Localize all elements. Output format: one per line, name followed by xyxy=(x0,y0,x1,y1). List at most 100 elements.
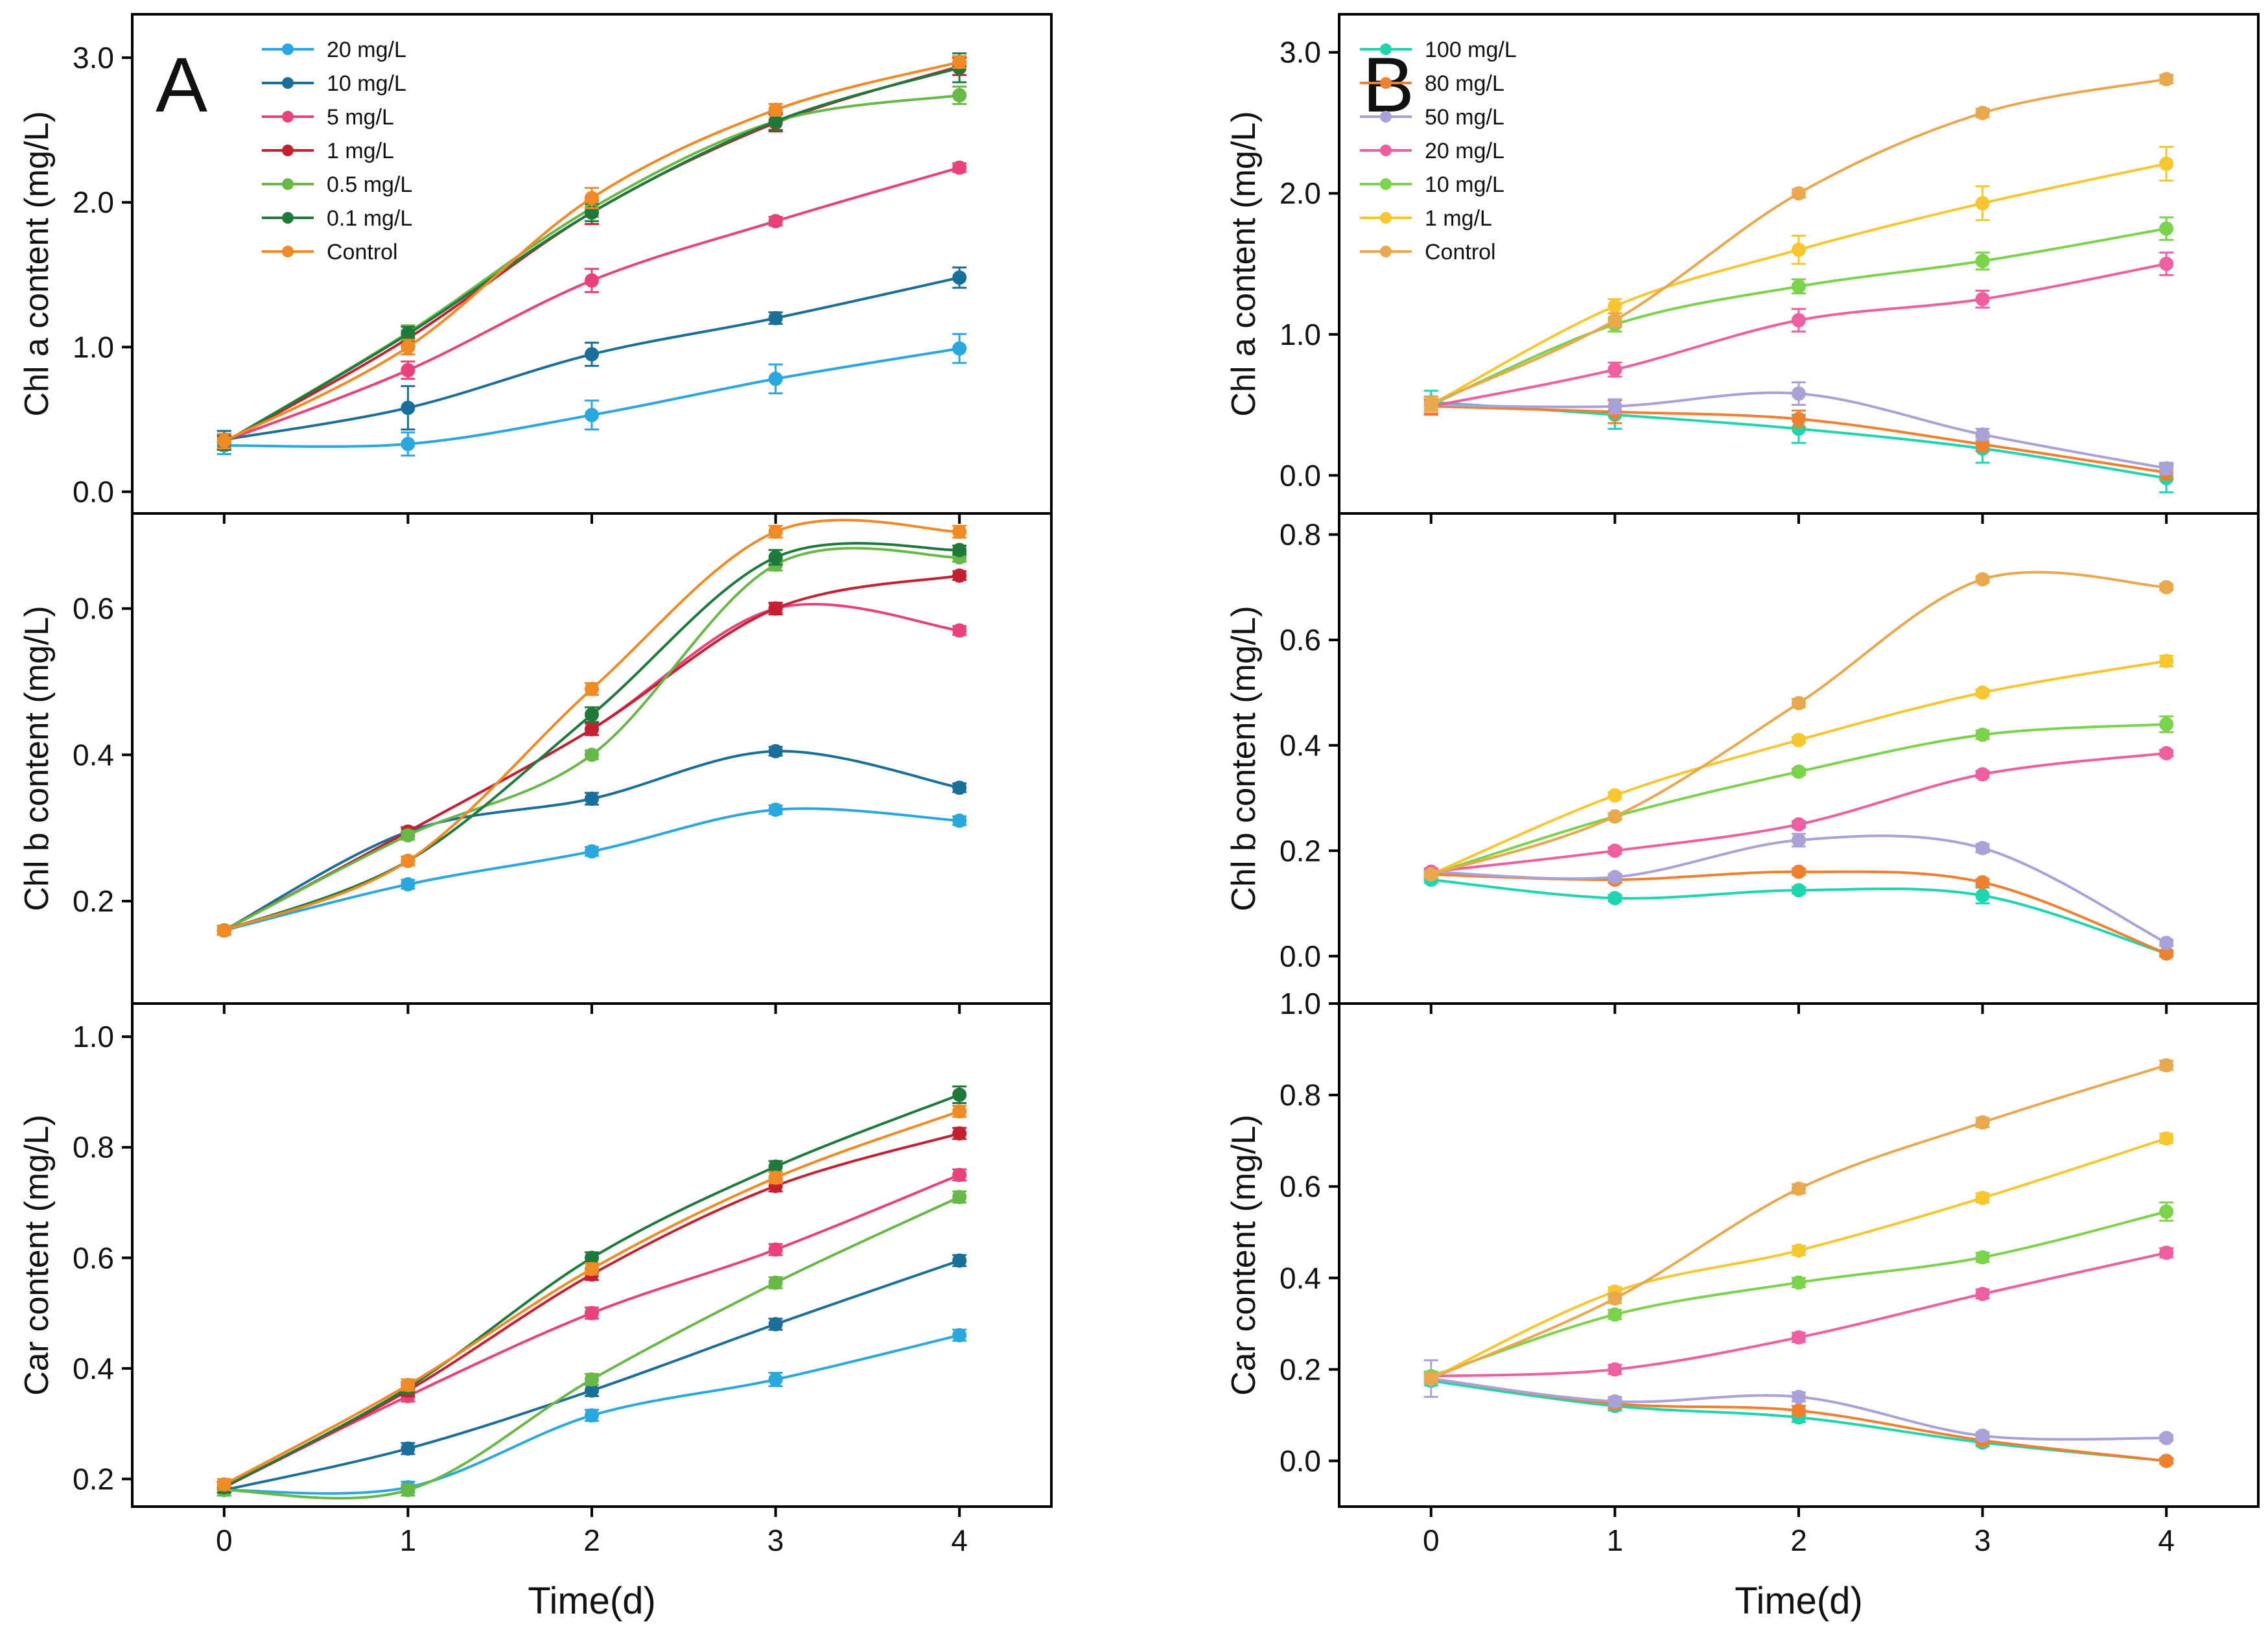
data-point xyxy=(2159,1058,2174,1073)
x-axis-label: Time(d) xyxy=(528,1580,656,1622)
y-tick-label: 3.0 xyxy=(1280,36,1321,69)
legend-label: 20 mg/L xyxy=(1425,139,1504,163)
legend-label: 10 mg/L xyxy=(327,71,406,96)
legend-item: Control xyxy=(1360,240,1496,265)
x-tick-label: 1 xyxy=(400,1523,417,1557)
data-point xyxy=(1792,1243,1806,1258)
series-line xyxy=(1431,1210,2167,1378)
x-tick-label: 4 xyxy=(2158,1523,2175,1557)
series-group xyxy=(1423,1058,2174,1468)
y-axis-label: Chl b content (mg/L) xyxy=(1225,605,1263,911)
data-point xyxy=(1792,412,1806,427)
data-point xyxy=(2159,461,2174,476)
legend-swatch-marker xyxy=(1380,77,1392,89)
legend-label: 1 mg/L xyxy=(327,139,394,163)
legend-item: 80 mg/L xyxy=(1360,71,1504,96)
data-point xyxy=(952,781,967,795)
data-point xyxy=(1792,764,1806,779)
legend-item: 10 mg/L xyxy=(1360,172,1504,197)
y-tick-label: 0.0 xyxy=(1280,1444,1321,1477)
data-point xyxy=(1607,399,1622,414)
y-tick-label: 1.0 xyxy=(1280,987,1321,1020)
data-point xyxy=(401,853,415,868)
data-point xyxy=(585,1306,599,1321)
x-axis-label: Time(d) xyxy=(1735,1580,1863,1622)
data-point xyxy=(401,401,415,416)
data-point xyxy=(1975,253,1990,268)
data-point xyxy=(2159,1431,2174,1446)
legend-swatch-marker xyxy=(1380,111,1392,123)
data-point xyxy=(1792,313,1806,328)
y-tick-label: 0.2 xyxy=(1280,1352,1321,1386)
data-point xyxy=(585,191,599,206)
data-point xyxy=(2159,1245,2174,1260)
legend-swatch-marker xyxy=(1380,178,1392,190)
data-point xyxy=(401,1378,415,1393)
data-point xyxy=(585,1262,599,1276)
data-point xyxy=(952,341,967,356)
data-point xyxy=(1792,186,1806,201)
data-point xyxy=(1423,867,1438,882)
data-point xyxy=(2159,935,2174,950)
data-point xyxy=(1607,869,1622,884)
data-point xyxy=(401,340,415,355)
data-point xyxy=(952,1253,967,1268)
data-point xyxy=(585,844,599,859)
x-tick-label: 0 xyxy=(1423,1523,1440,1557)
data-point xyxy=(952,524,967,539)
legend-item: 20 mg/L xyxy=(262,38,406,62)
data-point xyxy=(1607,843,1622,858)
y-axis-label: Chl a content (mg/L) xyxy=(18,111,56,416)
data-point xyxy=(585,681,599,696)
data-point xyxy=(1792,1403,1806,1418)
legend-swatch-marker xyxy=(282,246,294,257)
chart-a-2: 0.2 0.4 0.6 0.8 1.0 0 1 2 3 4 Car content (mg/L) Ti… xyxy=(18,1002,1053,1622)
data-point xyxy=(401,1483,415,1498)
legend-swatch-marker xyxy=(282,43,294,55)
series-line xyxy=(223,602,960,932)
chart-a-1: 0.2 0.4 0.6 Chl b content (mg/L) xyxy=(18,512,1053,1014)
data-point xyxy=(1792,733,1806,747)
y-tick-label: 0.4 xyxy=(1280,1261,1321,1295)
legend-swatch-marker xyxy=(282,178,294,190)
data-point xyxy=(952,1104,967,1119)
data-point xyxy=(768,802,783,817)
y-tick-label: 0.0 xyxy=(1280,458,1321,492)
data-point xyxy=(216,434,231,449)
data-point xyxy=(952,568,967,583)
y-tick-label: 0.2 xyxy=(73,884,114,918)
y-tick-label: 1.0 xyxy=(73,330,114,364)
legend-item: 5 mg/L xyxy=(262,105,394,130)
data-point xyxy=(1792,817,1806,832)
data-point xyxy=(1792,386,1806,401)
data-point xyxy=(401,363,415,378)
data-point xyxy=(1607,1291,1622,1306)
legend-label: Control xyxy=(327,240,398,265)
data-point xyxy=(768,744,783,758)
y-tick-label: 0.4 xyxy=(1280,729,1321,762)
series-group xyxy=(1423,72,2174,493)
legend: 100 mg/L 80 mg/L 50 mg/L 20 mg/L 10 mg/L 1 mg… xyxy=(1360,38,1517,265)
y-tick-label: 0.8 xyxy=(1280,518,1321,552)
legend-item: 10 mg/L xyxy=(262,71,406,96)
legend-label: 1 mg/L xyxy=(1425,206,1492,231)
y-tick-label: 0.6 xyxy=(1280,623,1321,657)
data-point xyxy=(1975,1250,1990,1265)
data-point xyxy=(2159,72,2174,87)
y-tick-label: 0.2 xyxy=(73,1462,114,1496)
chart-a-0: 0.0 1.0 2.0 3.0 Chl a content (mg/L) A 20 mg/L… xyxy=(18,13,1053,524)
series-line xyxy=(223,1173,960,1488)
data-point xyxy=(1607,1394,1622,1409)
data-point xyxy=(768,1170,783,1185)
legend-item: 1 mg/L xyxy=(1360,206,1492,231)
data-point xyxy=(1423,396,1438,411)
x-tick-label: 2 xyxy=(1790,1523,1807,1557)
data-point xyxy=(2159,717,2174,732)
data-point xyxy=(2159,156,2174,171)
y-axis-label: Chl b content (mg/L) xyxy=(18,605,56,911)
data-point xyxy=(1975,841,1990,856)
legend-swatch-marker xyxy=(1380,43,1392,55)
data-point xyxy=(216,923,231,938)
data-point xyxy=(1792,696,1806,711)
data-point xyxy=(401,828,415,843)
